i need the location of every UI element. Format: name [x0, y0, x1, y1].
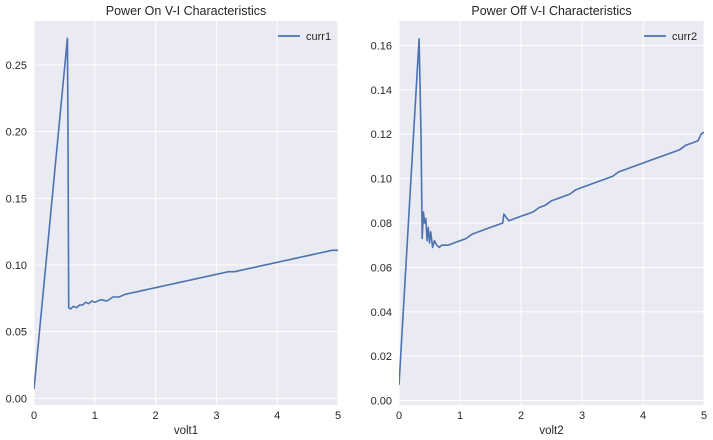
x-tick-label: 2: [153, 410, 159, 422]
chart-title: Power Off V-I Characteristics: [471, 4, 631, 18]
y-tick-label: 0.04: [371, 307, 392, 319]
y-tick-label: 0.08: [371, 218, 392, 230]
x-tick-label: 5: [335, 410, 341, 422]
x-axis-label: volt1: [174, 425, 198, 437]
x-tick-label: 5: [701, 410, 707, 422]
y-tick-label: 0.05: [6, 327, 27, 339]
plot-area: [399, 21, 704, 405]
series-line-curr1: [34, 37, 338, 390]
x-tick-label: 3: [579, 410, 585, 422]
y-tick-label: 0.20: [6, 127, 27, 139]
y-tick-label: 0.25: [6, 60, 27, 72]
y-tick-label: 0.00: [6, 393, 27, 405]
series-line-curr2: [399, 37, 704, 386]
x-tick-label: 3: [213, 410, 219, 422]
y-tick-label: 0.06: [371, 262, 392, 274]
chart-panel-1: 0 1 2 3 4 5 0.00 0.05 0.10 0.15 0.20 0.25 Power On V…: [6, 4, 341, 437]
x-tick-label: 0: [31, 410, 37, 422]
y-tick-label: 0.16: [371, 40, 392, 52]
legend-label: curr1: [306, 31, 331, 43]
x-tick-label: 0: [396, 410, 402, 422]
chart-panel-2: 0 1 2 3 4 5 0.00 0.02 0.04 0.06 0.08 0.10 0.12 0.14 0.…: [371, 4, 707, 437]
x-tick-label: 4: [274, 410, 280, 422]
y-tick-label: 0.10: [371, 174, 392, 186]
x-tick-label: 4: [640, 410, 646, 422]
y-tick-label: 0.02: [371, 351, 392, 363]
y-tick-label: 0.14: [371, 85, 392, 97]
x-tick-label: 1: [457, 410, 463, 422]
y-tick-label: 0.10: [6, 260, 27, 272]
x-tick-label: 1: [92, 410, 98, 422]
y-tick-label: 0.00: [371, 396, 392, 408]
plot-area: [34, 21, 338, 405]
x-axis-label: volt2: [539, 425, 563, 437]
y-tick-label: 0.12: [371, 129, 392, 141]
legend-label: curr2: [672, 31, 697, 43]
chart-title: Power On V-I Characteristics: [106, 4, 266, 18]
y-tick-label: 0.15: [6, 193, 27, 205]
x-tick-label: 2: [518, 410, 524, 422]
